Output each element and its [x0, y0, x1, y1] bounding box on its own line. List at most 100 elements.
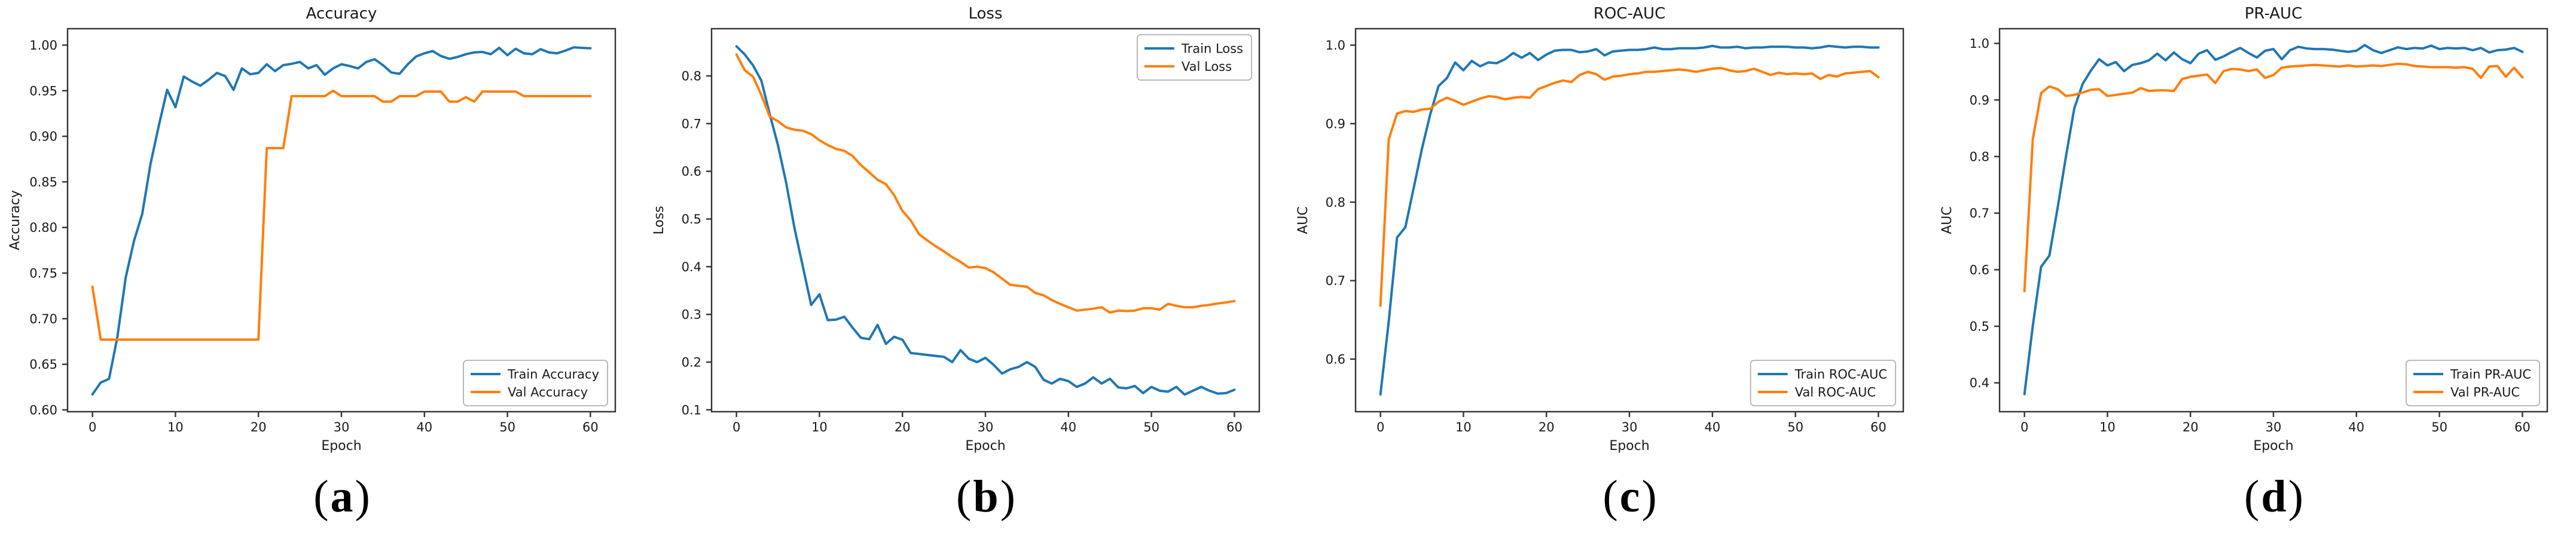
axes: 0.6 0.7 0.8 0.9 1.0 0 10 20 30 40 50 60	[1326, 27, 1904, 434]
caption-paren-open: (	[313, 471, 329, 522]
y-tick-label: 0.1	[682, 403, 701, 417]
y-tick-label: 0.6	[1326, 352, 1345, 366]
chart-title: ROC-AUC	[1594, 5, 1665, 23]
loss-chart: 0.1 0.2 0.3 0.4 0.5 0.6 0.7 0.8 0 10 20 30 40 50 60 Epo…	[652, 5, 1260, 454]
y-tick-label: 1.00	[29, 38, 57, 53]
x-tick-label: 20	[2183, 420, 2199, 434]
caption-paren-close: )	[1000, 471, 1015, 522]
legend-box	[2406, 360, 2540, 406]
y-tick-label: 0.6	[1970, 263, 1989, 277]
y-tick-label: 0.2	[682, 355, 701, 369]
caption-paren-close: )	[1641, 471, 1657, 522]
caption-paren-open: (	[956, 471, 972, 522]
plot-spines	[66, 27, 616, 413]
x-tick-label: 20	[1539, 420, 1555, 434]
legend-box	[463, 360, 608, 406]
x-tick-label: 10	[1455, 420, 1472, 434]
x-tick-label: 40	[1704, 420, 1720, 434]
x-tick-label: 60	[1870, 420, 1887, 434]
legend-label: Train Loss	[1181, 42, 1243, 56]
y-tick-label: 0.60	[29, 403, 57, 417]
x-tick-label: 60	[582, 420, 599, 434]
x-tick-label: 30	[2266, 420, 2282, 434]
x-tick-label: 60	[1226, 420, 1243, 434]
y-tick-label: 0.90	[29, 130, 57, 144]
x-tick-label: 40	[2348, 420, 2364, 434]
series-lines	[91, 46, 592, 396]
subfigure-caption-b: (b)	[644, 460, 1288, 533]
series-lines	[2023, 44, 2524, 396]
x-tick-label: 10	[811, 420, 828, 434]
x-tick-label: 50	[1787, 420, 1803, 434]
legend-label: Val PR-AUC	[2450, 385, 2520, 400]
series-line-train-pr-auc	[2023, 44, 2524, 396]
subfigure-caption-c: (c)	[1288, 460, 1932, 533]
x-tick-label: 60	[2514, 420, 2531, 434]
y-tick-label: 0.9	[1326, 117, 1345, 131]
chart-title: Accuracy	[306, 5, 377, 23]
x-axis-label: Epoch	[1609, 439, 1649, 454]
legend-label: Val Accuracy	[508, 385, 588, 400]
x-tick-label: 30	[978, 420, 994, 434]
y-tick-label: 0.8	[1326, 195, 1345, 210]
y-tick-label: 0.4	[1970, 376, 1989, 390]
subfigure-a-accuracy: 0.60 0.65 0.70 0.75 0.80 0.85 0.90 0.95 1.00 0 10 2…	[0, 0, 644, 533]
x-tick-label: 50	[1143, 420, 1159, 434]
caption-letter-b: b	[973, 471, 999, 522]
series-lines	[735, 45, 1236, 396]
x-tick-label: 40	[1060, 420, 1076, 434]
y-tick-label: 0.5	[1970, 320, 1989, 334]
y-axis-label: AUC	[1296, 206, 1311, 234]
x-tick-label: 30	[1622, 420, 1638, 434]
y-tick-label: 0.85	[29, 175, 57, 189]
y-tick-label: 1.0	[1326, 38, 1345, 53]
axes: 0.1 0.2 0.3 0.4 0.5 0.6 0.7 0.8 0 10 20 30 40 50 60	[682, 27, 1260, 434]
x-axis-label: Epoch	[2253, 439, 2293, 454]
y-tick-label: 0.3	[682, 308, 701, 322]
series-line-val-loss	[735, 53, 1236, 314]
y-tick-label: 0.7	[1326, 274, 1345, 288]
caption-paren-close: )	[355, 471, 370, 522]
chart-title: PR-AUC	[2245, 5, 2302, 23]
legend-label: Val Loss	[1182, 60, 1232, 74]
roc-auc-chart: 0.6 0.7 0.8 0.9 1.0 0 10 20 30 40 50 60 Epoch AUC ROC-…	[1296, 5, 1904, 454]
x-tick-label: 10	[2099, 420, 2116, 434]
x-tick-label: 0	[1376, 420, 1384, 434]
x-tick-label: 20	[895, 420, 911, 434]
axes: 0.4 0.5 0.6 0.7 0.8 0.9 1.0 0 10 20 30 40 50 60	[1970, 27, 2548, 434]
legend-label: Val ROC-AUC	[1795, 385, 1876, 400]
y-tick-label: 0.6	[682, 164, 701, 179]
legend: Train Accuracy Val Accuracy	[463, 360, 608, 406]
series-line-train-roc-auc	[1379, 44, 1880, 396]
series-lines	[1379, 44, 1880, 396]
y-tick-label: 0.9	[1970, 93, 1989, 108]
caption-paren-close: )	[2288, 471, 2303, 522]
x-tick-label: 50	[2431, 420, 2447, 434]
legend-label: Train ROC-AUC	[1794, 367, 1887, 382]
caption-letter-c: c	[1619, 471, 1640, 522]
series-line-val-pr-auc	[2023, 62, 2524, 293]
x-tick-label: 0	[732, 420, 740, 434]
legend-box	[1136, 34, 1252, 81]
x-tick-label: 20	[251, 420, 267, 434]
x-tick-label: 0	[2020, 420, 2028, 434]
y-tick-label: 0.65	[29, 357, 57, 372]
caption-paren-open: (	[1603, 471, 1618, 522]
y-axis-label: Loss	[652, 206, 667, 234]
caption-letter-a: a	[330, 471, 353, 522]
y-tick-label: 0.8	[1970, 149, 1989, 164]
series-line-train-accuracy	[91, 46, 592, 396]
y-tick-label: 0.4	[682, 260, 701, 274]
x-tick-label: 40	[416, 420, 432, 434]
x-tick-label: 30	[334, 420, 350, 434]
legend-label: Train Accuracy	[507, 367, 599, 382]
y-tick-label: 0.7	[682, 117, 701, 131]
y-tick-label: 0.5	[682, 212, 701, 226]
x-tick-label: 0	[88, 420, 96, 434]
x-tick-label: 50	[499, 420, 515, 434]
y-tick-label: 1.0	[1970, 36, 1989, 51]
series-line-val-accuracy	[91, 89, 592, 341]
x-tick-label: 10	[167, 420, 184, 434]
chart-title: Loss	[968, 5, 1002, 23]
